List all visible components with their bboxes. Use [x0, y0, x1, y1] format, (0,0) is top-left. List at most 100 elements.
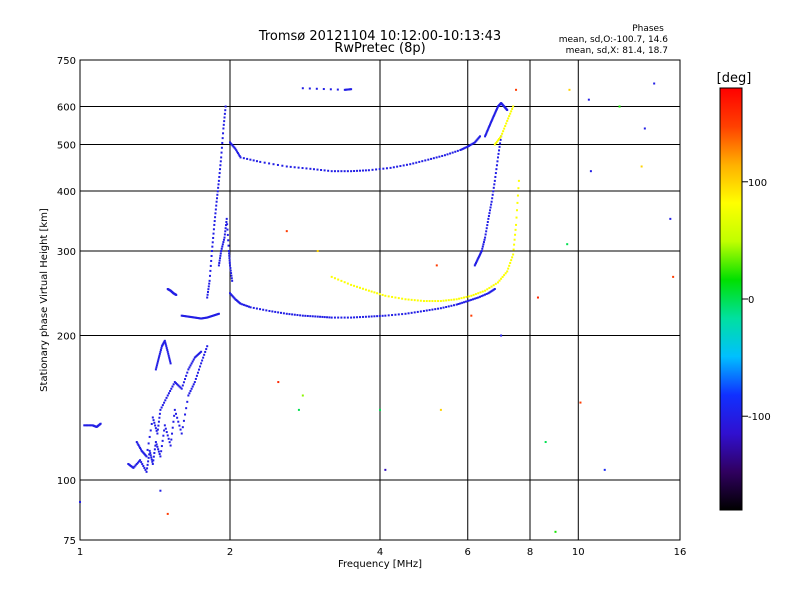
o-echo-point [340, 170, 343, 173]
o-echo-point [491, 118, 494, 121]
o-echo-point [438, 155, 441, 158]
o-echo-point [492, 116, 495, 119]
o-echo-point [481, 245, 484, 248]
o-echo-point [439, 307, 442, 310]
o-echo-point [476, 259, 479, 262]
o-echo-point [228, 261, 231, 264]
o-echo-point [198, 368, 201, 371]
o-echo-point [231, 279, 234, 282]
o-echo-point [163, 424, 166, 427]
o-echo-point [481, 247, 484, 250]
noise-point [316, 250, 319, 253]
o-echo-point [194, 355, 197, 358]
o-echo-point [496, 160, 499, 163]
x-echo-point [495, 140, 498, 143]
o-echo-point [191, 360, 194, 363]
x-echo-point [330, 275, 333, 278]
o-echo-point [499, 142, 502, 145]
o-echo-point [171, 385, 174, 388]
o-echo-point [226, 233, 229, 236]
o-echo-point [479, 135, 482, 138]
o-echo-point [154, 441, 157, 444]
o-echo-point [453, 304, 456, 307]
o-echo-point [198, 352, 201, 355]
x-echo-point [500, 277, 503, 280]
o-echo-point [166, 434, 169, 437]
o-echo-point [487, 126, 490, 129]
o-echo-point [202, 356, 205, 359]
o-echo-point [350, 170, 353, 173]
o-echo-point [204, 316, 207, 319]
o-echo-point [227, 250, 230, 253]
o-echo-point [148, 453, 151, 456]
o-echo-point [441, 154, 444, 157]
o-echo-point [415, 161, 418, 164]
o-echo-point [490, 200, 493, 203]
o-echo-point [268, 309, 271, 312]
o-echo-point [160, 406, 163, 409]
o-echo-point [493, 112, 496, 115]
o-echo-point [214, 216, 217, 219]
x-echo-point [494, 142, 497, 145]
o-echo-point [271, 310, 274, 313]
o-echo-point [188, 315, 191, 318]
o-echo-point [146, 463, 149, 466]
o-echo-point [463, 147, 466, 150]
o-echo-point [381, 314, 384, 317]
o-echo-point [169, 444, 172, 447]
o-echo-point [329, 88, 332, 91]
o-echo-point [480, 251, 483, 254]
o-echo-point [195, 374, 198, 377]
o-echo-point [165, 431, 168, 434]
o-echo-point [227, 239, 230, 242]
o-echo-point [434, 308, 437, 311]
o-echo-point [241, 303, 244, 306]
o-echo-point [139, 459, 142, 462]
o-echo-point [466, 145, 469, 148]
x-echo-point [474, 293, 477, 296]
x-echo-point [361, 287, 364, 290]
o-echo-point [226, 228, 229, 231]
x-echo-point [502, 130, 505, 133]
o-echo-point [160, 347, 163, 350]
o-echo-point [169, 390, 172, 393]
o-echo-point [494, 110, 497, 113]
y-tick-label: 100 [57, 476, 76, 487]
o-echo-point [222, 238, 225, 241]
o-echo-point [171, 432, 174, 435]
o-echo-point [135, 463, 138, 466]
o-echo-point [200, 362, 203, 365]
o-echo-point [344, 88, 347, 91]
o-echo-point [409, 163, 412, 166]
o-echo-point [202, 317, 205, 320]
o-echo-point [312, 168, 315, 171]
o-echo-point [201, 359, 204, 362]
noise-point [277, 381, 280, 384]
o-echo-point [413, 311, 416, 314]
o-echo-point [404, 312, 407, 315]
o-echo-point [493, 113, 496, 116]
o-echo-point [495, 164, 498, 167]
o-echo-point [488, 212, 491, 215]
x-echo-point [517, 179, 520, 182]
noise-point [384, 468, 387, 471]
noise-point [285, 230, 288, 233]
noise-point [603, 468, 606, 471]
o-echo-point [139, 448, 142, 451]
o-echo-point [158, 453, 161, 456]
o-echo-point [493, 183, 496, 186]
x-echo-point [394, 296, 397, 299]
o-echo-point [224, 227, 227, 230]
o-echo-point [477, 255, 480, 258]
o-echo-point [229, 141, 231, 144]
o-echo-point [485, 230, 488, 233]
o-echo-point [330, 170, 333, 173]
o-echo-point [159, 350, 162, 353]
o-echo-point [141, 463, 144, 466]
noise-point [618, 105, 621, 108]
o-echo-point [468, 299, 471, 302]
o-echo-point [166, 394, 169, 397]
o-echo-point [499, 138, 502, 141]
o-echo-point [217, 183, 220, 186]
o-echo-point [285, 312, 288, 315]
